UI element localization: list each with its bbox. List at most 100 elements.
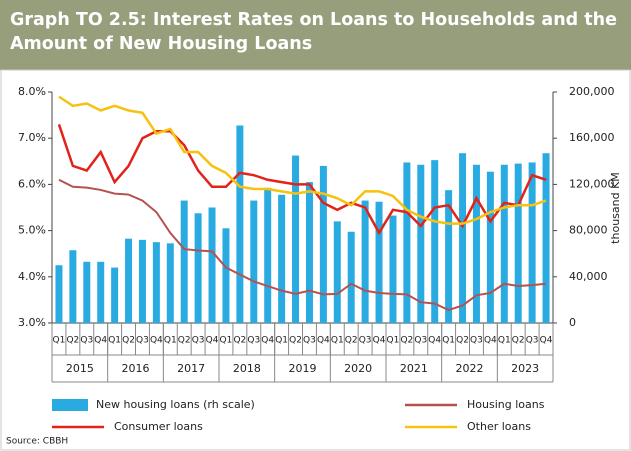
y2-tick-label: 160,000 (569, 131, 615, 144)
x-tick-label: Q1 (498, 336, 511, 346)
bar (138, 239, 146, 323)
x-tick-label: Q2 (456, 336, 469, 346)
y-tick-label: 5.0% (18, 224, 46, 237)
y-tick-label: 8.0% (18, 85, 46, 98)
bar (166, 243, 174, 323)
x-tick-label: Q2 (512, 336, 525, 346)
bar (361, 200, 369, 323)
bar (292, 155, 300, 323)
legend-label: New housing loans (rh scale) (96, 398, 255, 411)
x-tick-label: Q1 (275, 336, 288, 346)
legend-label: Consumer loans (114, 420, 203, 433)
x-tick-label: Q3 (470, 336, 483, 346)
line (58, 95, 547, 225)
source: Source: CBBH (6, 437, 68, 447)
bar (472, 164, 480, 323)
x-tick-label: Q3 (359, 336, 372, 346)
bar (180, 200, 188, 323)
line (58, 178, 547, 312)
x-tick-label: Q1 (53, 336, 66, 346)
bar (389, 215, 397, 323)
bar (403, 162, 411, 323)
x-tick-label: Q1 (331, 336, 344, 346)
bar (125, 238, 133, 323)
x-tick-label: Q1 (108, 336, 121, 346)
y-tick-label: 4.0% (18, 270, 46, 283)
chart-title: Graph TO 2.5: Interest Rates on Loans to… (0, 0, 631, 70)
x-tick-label: Q2 (122, 336, 135, 346)
bar (319, 165, 327, 323)
bar (445, 190, 453, 323)
year-label: 2019 (289, 362, 317, 375)
bar (236, 125, 244, 324)
x-tick-label: Q3 (247, 336, 260, 346)
x-tick-label: Q2 (178, 336, 191, 346)
x-tick-label: Q2 (345, 336, 358, 346)
y-tick-label: 7.0% (18, 131, 46, 144)
x-tick-label: Q1 (387, 336, 400, 346)
year-label: 2017 (177, 362, 205, 375)
line (57, 123, 547, 236)
y-tick-label: 6.0% (18, 177, 46, 190)
y-tick-label: 3.0% (18, 316, 46, 329)
bar (208, 207, 216, 323)
bar (111, 267, 119, 323)
bar (97, 261, 105, 323)
bar (333, 221, 341, 323)
x-tick-label: Q4 (150, 336, 163, 346)
x-tick-label: Q4 (261, 336, 274, 346)
x-tick-label: Q1 (442, 336, 455, 346)
x-tick-label: Q3 (414, 336, 427, 346)
year-label: 2015 (66, 362, 94, 375)
bar (194, 213, 202, 323)
bar (305, 182, 313, 323)
year-label: 2016 (122, 362, 150, 375)
frame (0, 69, 631, 451)
x-tick-label: Q2 (400, 336, 413, 346)
bar (152, 242, 160, 323)
x-tick-label: Q3 (192, 336, 205, 346)
year-label: 2020 (344, 362, 372, 375)
y2-tick-label: 0 (569, 316, 576, 329)
x-tick-label: Q3 (526, 336, 539, 346)
legend-label: Other loans (467, 420, 531, 433)
y2-tick-label: 120,000 (569, 177, 615, 190)
x-tick-label: Q1 (220, 336, 233, 346)
bar (250, 200, 258, 323)
bar (83, 261, 91, 323)
bar (486, 171, 494, 323)
bar (528, 162, 536, 323)
bar (375, 201, 383, 323)
x-tick-label: Q4 (540, 336, 553, 346)
bar (417, 164, 425, 323)
x-tick-label: Q4 (94, 336, 107, 346)
x-tick-label: Q3 (303, 336, 316, 346)
x-tick-label: Q2 (66, 336, 79, 346)
y2-tick-label: 80,000 (569, 224, 608, 237)
x-tick-label: Q2 (289, 336, 302, 346)
year-label: 2021 (400, 362, 428, 375)
x-tick-label: Q4 (428, 336, 441, 346)
bar (500, 164, 508, 323)
x-tick-label: Q4 (484, 336, 497, 346)
year-label: 2018 (233, 362, 261, 375)
bar (264, 187, 272, 323)
bar (514, 163, 522, 323)
bar (278, 194, 286, 323)
bar (542, 153, 550, 323)
y2-axis-label: thousand KM (609, 172, 622, 244)
bar (459, 153, 467, 323)
x-tick-label: Q4 (206, 336, 219, 346)
bar (69, 250, 77, 323)
y2-tick-label: 200,000 (569, 85, 615, 98)
year-label: 2023 (511, 362, 539, 375)
legend-label: Housing loans (467, 398, 545, 411)
legend-swatch (52, 399, 88, 411)
x-tick-label: Q2 (233, 336, 246, 346)
x-tick-label: Q4 (317, 336, 330, 346)
x-tick-label: Q1 (164, 336, 177, 346)
x-tick-label: Q4 (373, 336, 386, 346)
bar (347, 231, 355, 323)
bar (431, 160, 439, 323)
